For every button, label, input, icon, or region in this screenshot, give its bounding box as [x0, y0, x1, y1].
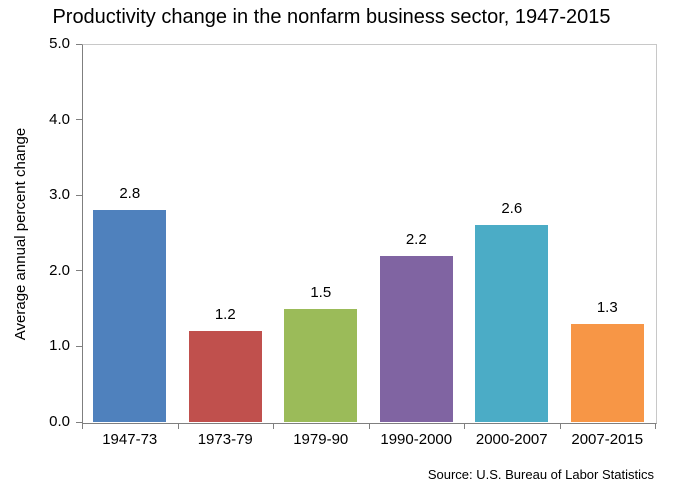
y-axis-tick-label: 2.0 — [49, 261, 70, 279]
y-axis-tick-mark — [76, 270, 82, 272]
y-axis-tick-label: 5.0 — [49, 35, 70, 52]
x-axis-tick-mark — [655, 423, 656, 429]
bar-value-label: 1.5 — [310, 283, 332, 301]
bar-1947-73 — [93, 210, 167, 422]
y-axis-tick-mark — [76, 43, 82, 45]
x-axis-tick-mark — [177, 423, 179, 429]
bar-value-label: 1.2 — [214, 306, 236, 324]
chart-title: Productivity change in the nonfarm busin… — [52, 6, 611, 28]
x-axis-tick-mark — [368, 423, 370, 429]
x-axis-tick-mark — [464, 423, 465, 429]
x-axis-tick-mark — [82, 423, 83, 429]
bar-1990-2000 — [379, 255, 453, 422]
y-axis-tick-mark — [76, 194, 82, 196]
x-axis-category-label: 2007-2015 — [571, 431, 644, 448]
x-axis-category-label: 1979-90 — [293, 431, 349, 448]
y-axis-tick-label: 1.0 — [49, 337, 70, 355]
bar-value-label: 2.8 — [119, 185, 141, 203]
x-axis-tick-mark — [273, 423, 274, 429]
y-axis-tick-mark — [76, 421, 82, 423]
bar-1973-79 — [188, 331, 262, 422]
x-axis-category-label: 1947-73 — [102, 431, 158, 448]
y-axis-tick-label: 0.0 — [49, 413, 70, 430]
bar-value-label: 1.3 — [596, 298, 618, 316]
y-axis-title: Average annual percent change — [12, 127, 29, 341]
plot-area — [82, 44, 657, 424]
x-axis-tick-mark — [559, 423, 561, 429]
bar-1979-90 — [284, 308, 358, 422]
x-axis-category-label: 2000-2007 — [475, 431, 548, 448]
bar-value-label: 2.2 — [405, 230, 427, 248]
x-axis-category-label: 1990-2000 — [380, 431, 453, 448]
source-note: Source: U.S. Bureau of Labor Statistics — [427, 467, 654, 482]
y-axis-tick-mark — [76, 119, 82, 121]
bar-value-label: 2.6 — [501, 200, 523, 218]
bar-2007-2015 — [570, 323, 644, 422]
x-axis-category-label: 1973-79 — [197, 431, 253, 448]
y-axis-tick-label: 4.0 — [49, 110, 70, 128]
y-axis-tick-label: 3.0 — [49, 186, 70, 204]
bar-2000-2007 — [475, 225, 549, 422]
y-axis-tick-mark — [76, 345, 82, 347]
